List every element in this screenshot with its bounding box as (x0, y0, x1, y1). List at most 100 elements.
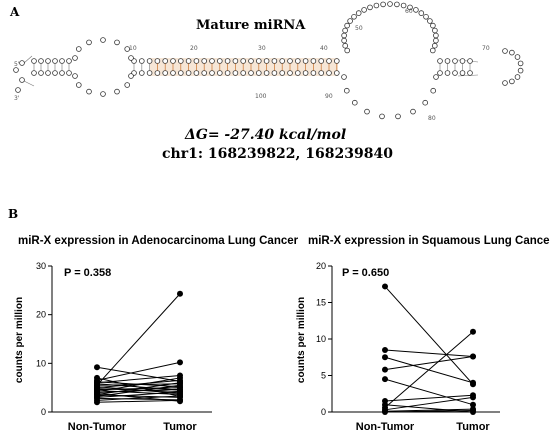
panel-b-label: B (8, 207, 18, 221)
nucleotide (509, 49, 515, 56)
data-marks (94, 290, 183, 406)
nucleotide (444, 58, 451, 64)
nucleotide (318, 58, 325, 64)
nucleotide (467, 70, 473, 76)
nucleotide (394, 1, 400, 8)
nucleotide (342, 42, 349, 49)
non-tumor-point (94, 364, 100, 371)
nucleotide (344, 47, 351, 54)
chart-title: miR-X expression in Adenocarcinoma Lung … (18, 235, 299, 247)
nucleotide (162, 58, 169, 64)
non-tumor-point (382, 376, 388, 383)
nucleotide (66, 58, 72, 64)
nucleotide (517, 67, 524, 74)
nucleotide (154, 70, 161, 76)
nucleotide (59, 58, 65, 64)
nucleotide (146, 58, 153, 64)
nucleotide (351, 13, 357, 20)
nucleotide (45, 58, 51, 64)
nucleotide (355, 10, 362, 16)
non-tumor-point (382, 401, 388, 408)
nucleotide (201, 58, 208, 64)
paired-line (96, 394, 181, 398)
delta-g-value: ΔG= -27.40 kcal/mol (184, 127, 346, 143)
paired-line (96, 381, 181, 388)
tumor-point (177, 359, 183, 366)
nucleotide (263, 70, 270, 76)
nucleotide (294, 58, 301, 64)
y-tick-label: 10 (36, 358, 46, 368)
x-category-tumor: Tumor (163, 421, 197, 433)
nucleotide (287, 58, 293, 64)
nucleotide (342, 27, 348, 34)
nucleotide (59, 70, 65, 76)
x-category-non-tumor: Non-Tumor (68, 421, 127, 433)
nucleotide (72, 55, 78, 61)
nucleotide (139, 70, 145, 76)
nucleotide (431, 42, 438, 49)
nucleotide (514, 54, 521, 60)
nucleotide (333, 58, 340, 64)
nucleotide (387, 1, 393, 7)
tumor-point (177, 393, 183, 400)
nucleotide (209, 58, 215, 64)
tumor-point (470, 379, 476, 386)
nucleotide (310, 58, 317, 64)
nucleotide (76, 46, 82, 52)
nucleotide (380, 1, 386, 8)
nucleotide (38, 70, 44, 76)
nucleotide (52, 58, 58, 64)
nucleotide (178, 58, 184, 64)
nucleotide (146, 70, 153, 76)
position-label-60: 60 (405, 8, 413, 15)
nucleotide (433, 37, 439, 44)
data-marks (382, 283, 476, 415)
nucleotide (287, 70, 293, 76)
nucleotide (433, 74, 439, 80)
nucleotide (367, 4, 373, 11)
nucleotide (185, 58, 192, 64)
paired-line (96, 377, 181, 397)
nucleotide (224, 58, 231, 64)
tumor-point (177, 378, 183, 385)
y-tick-label: 0 (41, 407, 46, 417)
strand-connector (457, 74, 479, 77)
nucleotide (271, 58, 278, 64)
three-prime-label: 3' (14, 95, 20, 102)
nucleotide (170, 58, 176, 64)
paired-line (96, 388, 181, 394)
non-tumor-point (382, 354, 388, 361)
nucleotide (38, 58, 44, 64)
paired-line (384, 286, 474, 385)
nucleotide (502, 48, 508, 54)
nucleotide (452, 70, 458, 76)
paired-line (384, 394, 474, 402)
chromosome-location: chr1: 168239822, 168239840 (162, 146, 393, 162)
position-label-50: 50 (355, 25, 363, 32)
y-tick-label: 10 (316, 334, 326, 344)
nucleotide (170, 70, 176, 76)
tumor-point (470, 328, 476, 335)
nucleotide (502, 80, 508, 86)
nucleotide (19, 77, 25, 83)
nucleotide (302, 70, 309, 76)
non-tumor-point (94, 382, 100, 389)
tumor-point (470, 401, 476, 408)
paired-line (384, 396, 474, 411)
y-tick-label: 5 (321, 371, 326, 381)
nucleotide (201, 70, 208, 76)
nucleotide (444, 70, 451, 76)
nucleotide (433, 32, 439, 39)
nucleotide (429, 47, 436, 54)
nucleotide (248, 70, 254, 76)
x-category-tumor: Tumor (456, 421, 490, 433)
nucleotide (45, 70, 51, 76)
y-ticks: 0 5 10 15 20 (316, 261, 332, 417)
nucleotide (232, 70, 239, 76)
paired-line (96, 393, 181, 402)
y-ticks: 0 10 20 30 (36, 261, 52, 417)
non-tumor-point (382, 409, 388, 415)
nucleotide (326, 70, 332, 76)
nucleotide (343, 87, 350, 94)
